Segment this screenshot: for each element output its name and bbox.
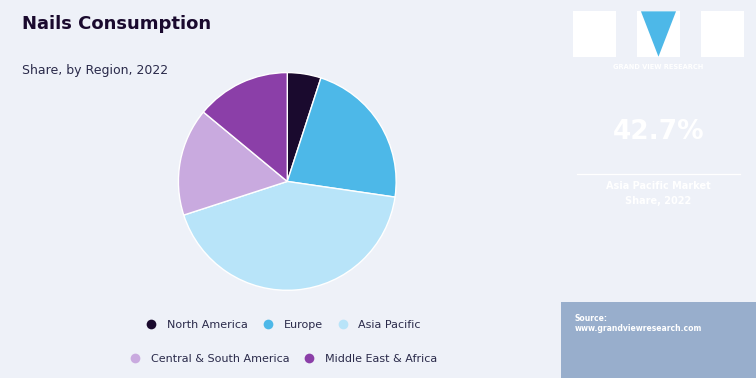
Text: Source:
www.grandviewresearch.com: Source: www.grandviewresearch.com: [575, 314, 702, 333]
Wedge shape: [287, 78, 396, 197]
Wedge shape: [178, 112, 287, 215]
Wedge shape: [203, 73, 287, 181]
Wedge shape: [184, 181, 395, 290]
FancyBboxPatch shape: [561, 302, 756, 378]
Legend: Central & South America, Middle East & Africa: Central & South America, Middle East & A…: [119, 350, 442, 369]
FancyBboxPatch shape: [572, 11, 615, 57]
Text: Share, by Region, 2022: Share, by Region, 2022: [23, 64, 169, 77]
FancyBboxPatch shape: [702, 11, 745, 57]
Text: GRAND VIEW RESEARCH: GRAND VIEW RESEARCH: [613, 64, 704, 70]
Text: Asia Pacific Market
Share, 2022: Asia Pacific Market Share, 2022: [606, 181, 711, 206]
Text: 42.7%: 42.7%: [612, 119, 705, 145]
Polygon shape: [641, 11, 676, 57]
Text: Nails Consumption: Nails Consumption: [23, 15, 212, 33]
FancyBboxPatch shape: [637, 11, 680, 57]
Wedge shape: [287, 73, 321, 181]
